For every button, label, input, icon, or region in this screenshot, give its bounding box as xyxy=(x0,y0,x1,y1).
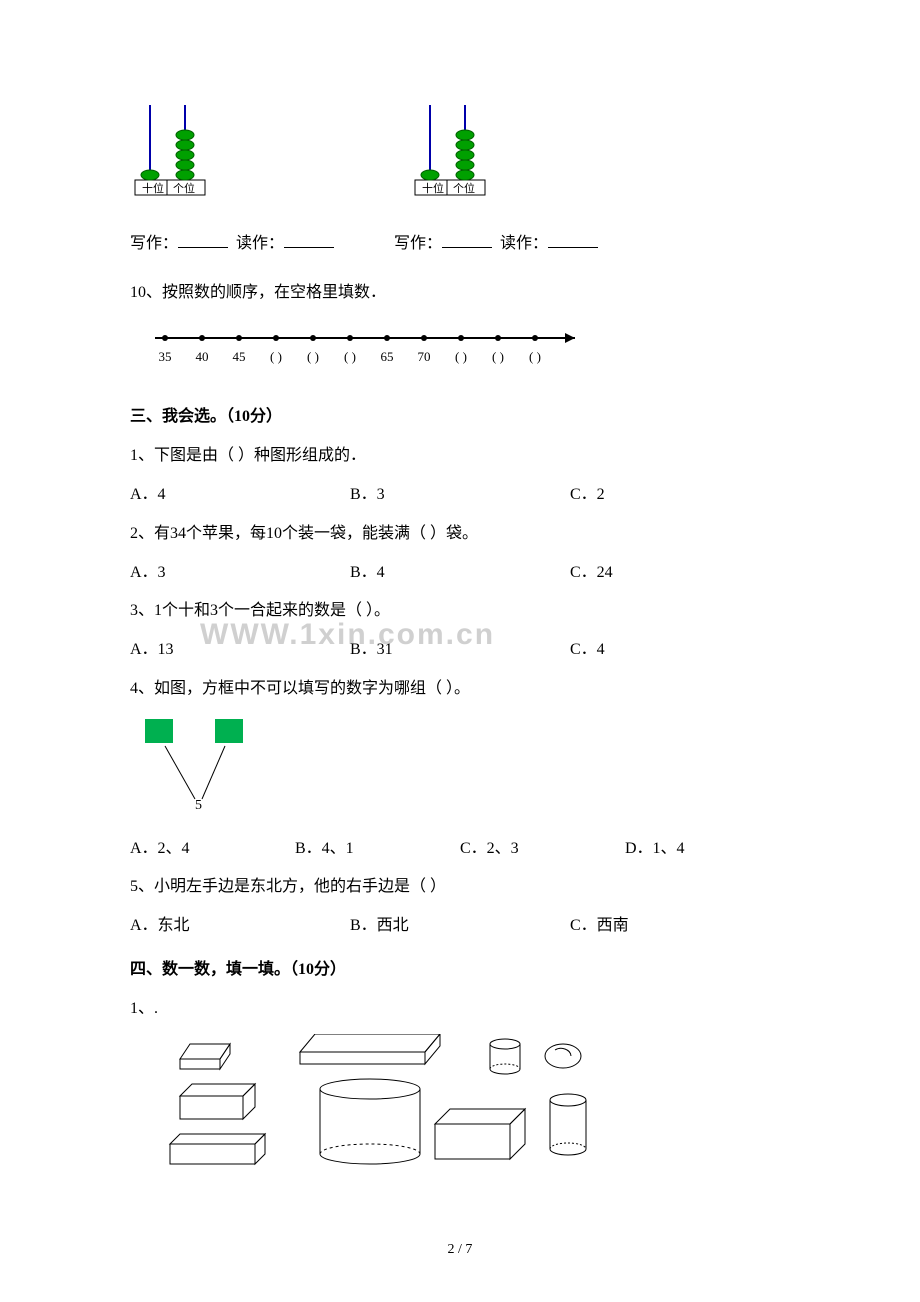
option-c[interactable]: C．24 xyxy=(570,559,790,588)
svg-text:40: 40 xyxy=(196,349,209,364)
read-label: 读作： xyxy=(236,235,284,252)
svg-text:35: 35 xyxy=(159,349,172,364)
svg-text:65: 65 xyxy=(381,349,394,364)
svg-text:十位: 十位 xyxy=(422,181,444,195)
option-c[interactable]: C．2 xyxy=(570,481,790,510)
tens-label: 十位 xyxy=(142,181,164,195)
s3q2-options: A．3 B．4 C．24 xyxy=(130,559,790,588)
svg-text:( ): ( ) xyxy=(455,349,467,364)
write-label: 写作： xyxy=(394,235,442,252)
svg-text:5: 5 xyxy=(195,798,202,813)
option-b[interactable]: B．3 xyxy=(350,481,570,510)
s3q2-text: 2、有34个苹果，每10个装一袋，能装满（ ）袋。 xyxy=(130,520,790,549)
svg-text:( ): ( ) xyxy=(270,349,282,364)
svg-text:( ): ( ) xyxy=(492,349,504,364)
option-a[interactable]: A．东北 xyxy=(130,912,350,941)
svg-text:( ): ( ) xyxy=(529,349,541,364)
option-b[interactable]: B．4、1 xyxy=(295,835,460,864)
option-b[interactable]: B．31 xyxy=(350,636,570,665)
s3q5-options: A．东北 B．西北 C．西南 xyxy=(130,912,790,941)
blank-field[interactable] xyxy=(284,232,334,248)
option-a[interactable]: A．2、4 xyxy=(130,835,295,864)
option-c[interactable]: C．西南 xyxy=(570,912,790,941)
section3-header: 三、我会选。（10分） xyxy=(130,403,790,432)
blank-field[interactable] xyxy=(442,232,492,248)
q10-text: 10、按照数的顺序，在空格里填数． xyxy=(130,279,790,308)
blank-field[interactable] xyxy=(178,232,228,248)
abacus-row: 十位 个位 十位 个位 xyxy=(130,100,790,200)
write-read-row: 写作： 读作： 写作： 读作： xyxy=(130,230,790,259)
svg-text:45: 45 xyxy=(233,349,246,364)
section4-header: 四、数一数，填一填。（10分） xyxy=(130,956,790,985)
svg-text:( ): ( ) xyxy=(344,349,356,364)
option-a[interactable]: A．3 xyxy=(130,559,350,588)
s3q1-text: 1、下图是由（ ）种图形组成的． xyxy=(130,442,790,471)
s3q3-options: A．13 B．31 C．4 xyxy=(130,636,790,665)
option-c[interactable]: C．2、3 xyxy=(460,835,625,864)
abacus-left: 十位 个位 xyxy=(130,100,210,200)
write-label: 写作： xyxy=(130,235,178,252)
option-c[interactable]: C．4 xyxy=(570,636,790,665)
s3q4-options: A．2、4 B．4、1 C．2、3 D．1、4 xyxy=(130,835,790,864)
blank-field[interactable] xyxy=(548,232,598,248)
option-b[interactable]: B．4 xyxy=(350,559,570,588)
shapes-diagram xyxy=(160,1034,790,1185)
s3q3-text: 3、1个十和3个一合起来的数是（ ）。 xyxy=(130,597,790,626)
write-read-left: 写作： 读作： xyxy=(130,230,334,259)
option-b[interactable]: B．西北 xyxy=(350,912,570,941)
s3q1-options: A．4 B．3 C．2 xyxy=(130,481,790,510)
svg-text:70: 70 xyxy=(418,349,431,364)
read-label: 读作： xyxy=(500,235,548,252)
page-number: 2 / 7 xyxy=(0,1237,920,1262)
s3q5-text: 5、小明左手边是东北方，他的右手边是（ ） xyxy=(130,873,790,902)
write-read-right: 写作： 读作： xyxy=(394,230,598,259)
svg-text:( ): ( ) xyxy=(307,349,319,364)
svg-text:个位: 个位 xyxy=(453,181,475,195)
option-d[interactable]: D．1、4 xyxy=(625,835,790,864)
s4q1-text: 1、. xyxy=(130,995,790,1024)
option-a[interactable]: A．4 xyxy=(130,481,350,510)
ones-label: 个位 xyxy=(173,181,195,195)
number-line: 35 40 45 ( ) ( ) ( ) 65 70 ( ) ( ) ( ) xyxy=(145,323,790,384)
s3q4-diagram: 5 xyxy=(140,714,790,825)
option-a[interactable]: A．13 xyxy=(130,636,350,665)
abacus-right: 十位 个位 xyxy=(410,100,490,200)
s3q4-text: 4、如图，方框中不可以填写的数字为哪组（ ）。 xyxy=(130,675,790,704)
